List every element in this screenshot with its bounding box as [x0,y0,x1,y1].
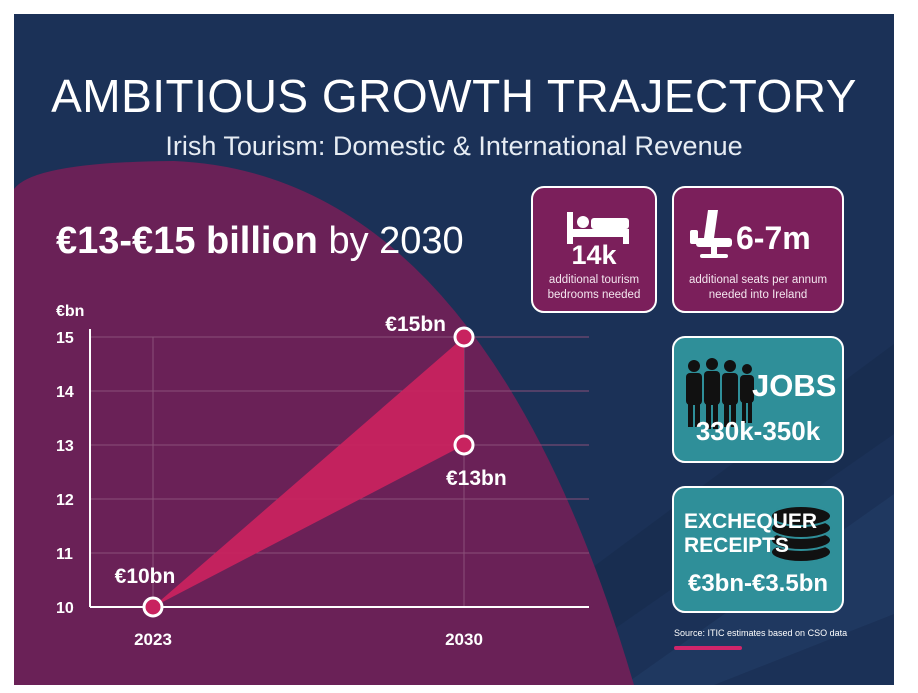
bedrooms-value: 14k [571,240,617,270]
y-tick-label-14: 14 [56,384,74,401]
infographic-poster: AMBITIOUS GROWTH TRAJECTORY Irish Touris… [14,14,894,685]
point-2030-low [453,434,475,456]
exchequer-label: EXCHEQUER RECEIPTS [684,510,817,558]
y-tick-label-10: 10 [56,600,74,617]
airplane-seat-icon [690,210,732,258]
projection-area [153,337,464,607]
exchequer-value: €3bn-€3.5bn [687,570,829,597]
exchequer-label-line1: EXCHEQUER [684,510,818,533]
y-unit-label: €bn [56,303,84,320]
jobs-card: JOBS 330k-350k [672,336,844,463]
y-tick-label-12: 12 [56,492,74,509]
jobs-label: JOBS [752,368,837,403]
jobs-value: 330k-350k [695,416,821,446]
y-tick-label-13: 13 [56,438,74,455]
x-tick-label-2023: 2023 [134,630,172,649]
bedrooms-caption-line1: additional tourism [548,274,640,286]
point-2030-high [453,326,475,348]
seats-card: 6-7m additional seats per annum needed i… [672,186,844,313]
exchequer-card: EXCHEQUER RECEIPTS €3bn-€3.5bn [672,486,844,613]
seats-caption: additional seats per annum needed into I… [674,273,842,303]
coin-stack-icon [770,505,832,563]
headline-suffix: by 2030 [317,220,464,262]
bedrooms-caption: additional tourism bedrooms needed [533,273,655,303]
exchequer-label-line2: RECEIPTS [684,534,790,557]
bed-icon [567,212,629,244]
purple-arc-panel [14,161,634,685]
y-tick-label-11: 11 [56,546,73,563]
seats-caption-line1: additional seats per annum [688,274,828,286]
y-tick-label-15: 15 [56,330,74,347]
revenue-chart: 10 11 12 13 14 15 €bn 2023 2030 €10bn €15bn €13bn [56,303,589,649]
page-title: AMBITIOUS GROWTH TRAJECTORY [51,70,857,122]
source-accent-bar [674,646,742,650]
point-2023 [142,596,164,618]
bedrooms-card: 14k additional tourism bedrooms needed [531,186,657,313]
data-label-low: €13bn [446,467,507,490]
source-note: Source: ITIC estimates based on CSO data [674,628,848,638]
page-subtitle: Irish Tourism: Domestic & International … [165,131,743,161]
seats-caption-line2: needed into Ireland [708,289,808,301]
bedrooms-caption-line2: bedrooms needed [547,289,641,301]
headline-amount: €13-€15 billion [56,220,318,262]
seats-value: 6-7m [736,220,811,256]
people-silhouettes-icon [686,358,754,429]
x-tick-label-2030: 2030 [445,630,483,649]
headline: €13-€15 billion by 2030 [56,220,464,263]
data-label-high: €15bn [385,313,446,336]
data-label-start: €10bn [115,565,176,588]
